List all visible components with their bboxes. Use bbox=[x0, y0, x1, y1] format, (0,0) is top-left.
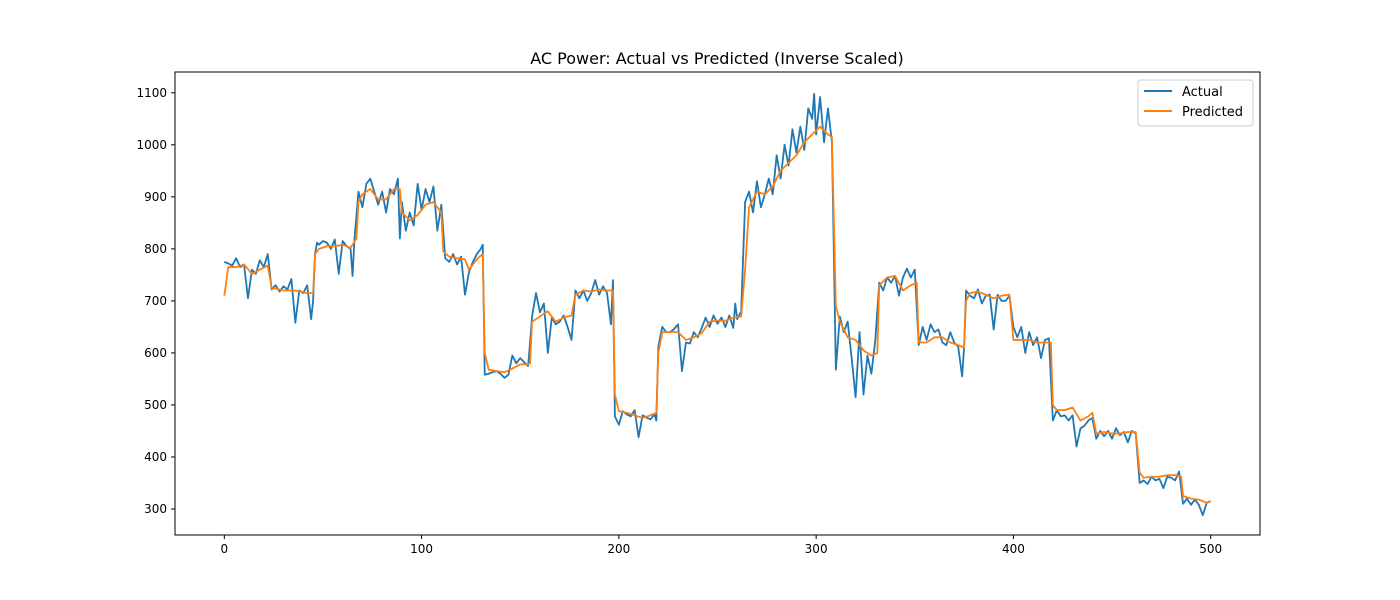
x-tick-label: 300 bbox=[805, 542, 828, 556]
x-tick-label: 200 bbox=[607, 542, 630, 556]
y-tick-label: 1000 bbox=[136, 138, 167, 152]
x-tick-label: 100 bbox=[410, 542, 433, 556]
series-line-actual bbox=[223, 92, 1212, 517]
y-tick-label: 600 bbox=[144, 346, 167, 360]
legend-label-predicted: Predicted bbox=[1182, 105, 1243, 120]
x-tick-label: 0 bbox=[220, 542, 228, 556]
y-tick-label: 800 bbox=[144, 242, 167, 256]
y-tick-label: 400 bbox=[144, 450, 167, 464]
y-tick-label: 900 bbox=[144, 190, 167, 204]
axes-frame bbox=[174, 71, 1261, 536]
y-tick-label: 300 bbox=[144, 502, 167, 516]
y-tick-label: 1100 bbox=[136, 86, 167, 100]
series-line-predicted bbox=[223, 125, 1212, 504]
legend-label-actual: Actual bbox=[1182, 85, 1223, 100]
x-tick-label: 500 bbox=[1199, 542, 1222, 556]
plot-area: 0 100 200 300 400 500 300 400 500 600 700 800 900 100… bbox=[136, 71, 1261, 556]
y-tick-label: 700 bbox=[144, 294, 167, 308]
x-tick-label: 400 bbox=[1002, 542, 1025, 556]
chart-title: AC Power: Actual vs Predicted (Inverse S… bbox=[530, 49, 904, 68]
y-tick-label: 500 bbox=[144, 398, 167, 412]
legend: Actual Predicted bbox=[1137, 79, 1254, 127]
